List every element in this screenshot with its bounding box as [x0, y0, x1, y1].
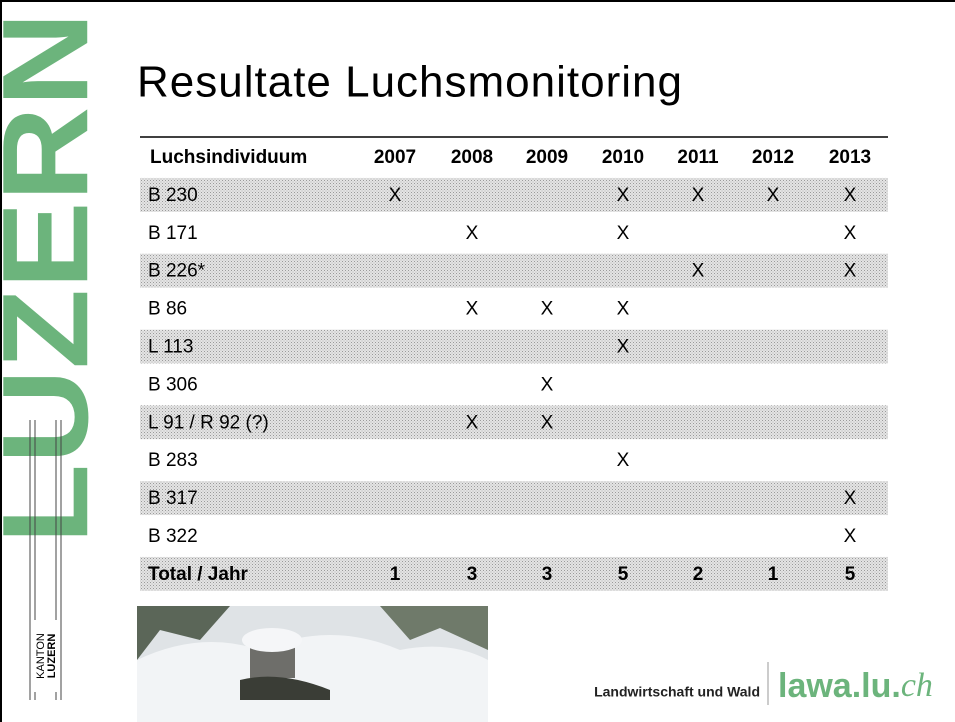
row-label: B 322	[148, 526, 198, 547]
row-shade	[140, 254, 888, 288]
row-label: B 317	[148, 488, 198, 509]
footer-department: Landwirtschaft und Wald	[594, 684, 760, 700]
cell-value: X	[844, 261, 857, 282]
row-label: B 283	[148, 450, 198, 471]
slide: LUZERN KANTON LUZERN Resultate Luchsmoni…	[0, 0, 955, 722]
column-header: 2008	[451, 147, 493, 168]
cell-value: 5	[618, 564, 629, 585]
row-label: B 86	[148, 299, 187, 320]
footer-site-main: lawa.lu.	[778, 667, 901, 705]
cell-value: X	[692, 185, 705, 206]
column-header: 2009	[526, 147, 568, 168]
cell-value: X	[692, 261, 705, 282]
column-header: 2010	[602, 147, 644, 168]
cell-value: X	[466, 223, 479, 244]
cell-value: 1	[390, 564, 401, 585]
cell-value: X	[617, 450, 630, 471]
cell-value: X	[844, 223, 857, 244]
cell-value: X	[844, 488, 857, 509]
row-label: L 113	[148, 337, 193, 358]
column-header: 2011	[677, 147, 719, 168]
row-label: B 171	[148, 223, 198, 244]
cell-value: 2	[693, 564, 704, 585]
table: Luchsindividuum 2007 2008 2009 2010 2011 2012 2…	[140, 147, 888, 591]
row-label: B 226*	[148, 261, 206, 282]
cell-value: X	[844, 526, 857, 547]
cell-value: X	[466, 412, 479, 433]
cell-value: X	[541, 299, 554, 320]
cell-value: X	[541, 374, 554, 395]
cell-value: X	[541, 412, 554, 433]
footer-site: lawa.lu.ch	[778, 667, 933, 705]
cell-value: 3	[467, 564, 478, 585]
cell-value: 1	[768, 564, 779, 585]
row-label: B 230	[148, 185, 198, 206]
row-shade	[140, 481, 888, 515]
cell-value: 3	[542, 564, 553, 585]
cell-value: X	[617, 299, 630, 320]
column-header: 2013	[829, 147, 871, 168]
column-header: Luchsindividuum	[150, 147, 307, 168]
footer-site-suffix: ch	[901, 667, 933, 704]
brand-text: LUZERN	[0, 12, 113, 544]
logo-bottom: LUZERN	[46, 634, 58, 679]
cell-value: X	[617, 185, 630, 206]
column-header: 2007	[374, 147, 416, 168]
cell-value: 5	[845, 564, 856, 585]
cell-value: X	[844, 185, 857, 206]
cell-value: X	[389, 185, 402, 206]
row-label: Total / Jahr	[148, 564, 249, 585]
column-header: 2012	[752, 147, 794, 168]
cell-value: X	[466, 299, 479, 320]
cell-value: X	[617, 337, 630, 358]
row-label: L 91 / R 92 (?)	[148, 412, 269, 433]
row-shade	[140, 330, 888, 364]
cell-value: X	[767, 185, 780, 206]
slide-title: Resultate Luchsmonitoring	[137, 58, 683, 107]
cell-value: X	[617, 223, 630, 244]
row-label: B 306	[148, 374, 198, 395]
photo	[137, 606, 488, 722]
